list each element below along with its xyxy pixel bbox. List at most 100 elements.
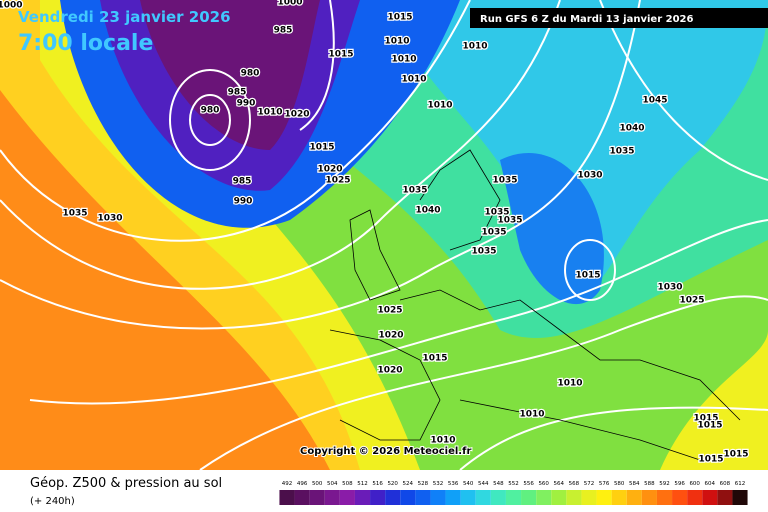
isobar-label: 985 [274, 26, 293, 36]
legend-swatch [354, 490, 371, 505]
isobar-label: 1015 [698, 455, 723, 465]
isobar-label: 1040 [415, 206, 440, 216]
legend-value: 588 [644, 481, 655, 487]
isobar-label: 1040 [619, 124, 644, 134]
legend-swatch [400, 490, 416, 505]
legend-swatch [490, 490, 506, 505]
isobar-label: 1015 [575, 271, 600, 281]
legend-swatch [596, 490, 612, 505]
field-cyan [380, 0, 768, 303]
isobar-label: 1035 [481, 228, 506, 238]
legend-swatch [475, 490, 491, 505]
legend-value: 544 [478, 481, 489, 487]
isobar-label: 1015 [309, 143, 334, 153]
isobar-label: 1015 [693, 414, 718, 424]
legend-swatch [370, 490, 386, 505]
legend-swatch [430, 490, 446, 505]
isobar-label: 1035 [62, 209, 87, 219]
isobar-label: 1025 [377, 306, 402, 316]
isobar-label: 985 [233, 177, 252, 187]
legend-swatch [385, 490, 401, 505]
legend-value: 504 [327, 481, 338, 487]
legend-value: 508 [342, 481, 353, 487]
isobar-label: 1015 [723, 450, 748, 460]
legend-value: 600 [689, 481, 700, 487]
legend-value: 532 [433, 481, 444, 487]
legend-value: 556 [523, 481, 534, 487]
legend-value: 520 [387, 481, 398, 487]
isobar-label: 1010 [384, 37, 409, 47]
isobar-label: 1010 [401, 75, 426, 85]
footer-lead: (+ 240h) [30, 496, 75, 507]
legend-value: 596 [674, 481, 685, 487]
isobar-label: 1010 [430, 436, 455, 446]
isobar-label: 1010 [557, 379, 582, 389]
legend-value: 516 [372, 481, 383, 487]
legend-value: 564 [554, 481, 565, 487]
field-blue-east [500, 152, 604, 305]
isobar-label: 1010 [257, 108, 282, 118]
isobar-label: 1015 [387, 13, 412, 23]
isobar-label: 1035 [492, 176, 517, 186]
legend-swatch [415, 490, 431, 505]
field-purple [140, 0, 320, 150]
isobar-label: 980 [241, 69, 260, 79]
isobar-label: 990 [237, 99, 256, 109]
legend-swatch [536, 490, 552, 505]
isobar-label: 1000 [277, 0, 302, 8]
coastlines [329, 149, 741, 461]
legend-swatch [672, 490, 688, 505]
isobar-label: 1025 [679, 296, 704, 306]
isobar-label: 1035 [402, 186, 427, 196]
isobar-label: 1035 [497, 216, 522, 226]
isobar-label: 1010 [462, 42, 487, 52]
legend-swatch [581, 490, 597, 505]
isobar-label: 985 [228, 88, 247, 98]
isobar-label: 1025 [325, 176, 350, 186]
legend-swatch [309, 490, 325, 505]
legend-swatch [687, 490, 703, 505]
isobar-label: 1010 [391, 55, 416, 65]
isobar-label: 1020 [377, 366, 402, 376]
isobar-label: 1030 [577, 171, 602, 181]
legend-value: 608 [720, 481, 731, 487]
legend-value: 572 [584, 481, 595, 487]
legend-swatch [551, 490, 567, 505]
legend-swatch [505, 490, 522, 505]
legend-swatch [656, 490, 673, 505]
isobars [0, 0, 768, 405]
legend-value: 584 [629, 481, 640, 487]
legend-swatch [294, 490, 310, 505]
isobar-label: 1020 [284, 110, 309, 120]
legend-value: 612 [735, 481, 746, 487]
legend-swatch [611, 490, 627, 505]
legend-value: 568 [569, 481, 580, 487]
isobar-label: 1020 [317, 165, 342, 175]
copyright: Copyright © 2026 Meteociel.fr [300, 446, 471, 457]
run-bar [470, 8, 768, 28]
isobar-label: 1000 [0, 1, 23, 11]
isobar-label: 1015 [422, 354, 447, 364]
run-label: Run GFS 6 Z du Mardi 13 janvier 2026 [480, 14, 693, 25]
legend-value: 552 [508, 481, 519, 487]
isobar-label: 1035 [609, 147, 634, 157]
legend-value: 536 [448, 481, 459, 487]
legend-swatch [445, 490, 461, 505]
legend-value: 540 [463, 481, 474, 487]
isobar-label: 980 [201, 106, 220, 116]
legend-swatch [626, 490, 642, 505]
isobar-label: 1045 [642, 96, 667, 106]
isobar-label: 1010 [427, 101, 452, 111]
legend-swatch [460, 490, 476, 505]
legend-swatch [702, 490, 718, 505]
legend-swatch [339, 490, 355, 505]
footer-title: Géop. Z500 & pression au sol [30, 476, 222, 491]
isobar-label: 990 [234, 197, 253, 207]
legend-swatch [641, 490, 657, 505]
legend-swatch [732, 490, 748, 505]
isobar-label: 1015 [328, 50, 353, 60]
legend-value: 560 [538, 481, 549, 487]
isobar-label: 1015 [697, 421, 722, 431]
isobar-label: 1035 [471, 247, 496, 257]
